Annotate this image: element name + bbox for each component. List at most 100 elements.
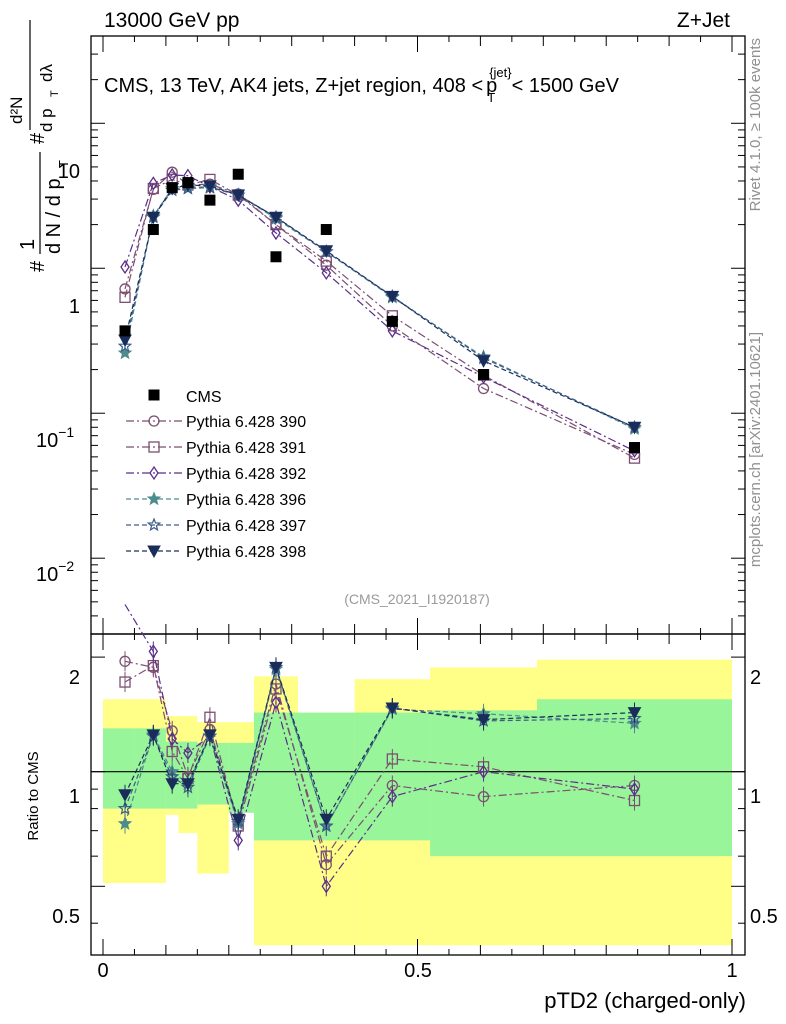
- legend-label-1: Pythia 6.428 391: [186, 440, 306, 457]
- ratio-axis-label: Ratio to CMS: [25, 751, 42, 840]
- data-point-cms: [119, 325, 131, 337]
- series-line-1: [124, 178, 635, 459]
- xtick-0: 0: [97, 960, 108, 982]
- ratio-tick-1-right: 1: [750, 786, 761, 808]
- ratio-0-point: [119, 655, 131, 667]
- data-point-cms: [629, 442, 641, 454]
- main-panel-series: [117, 166, 642, 464]
- side-text-mcplots: mcplots.cern.ch [arXiv:2401.10621]: [747, 332, 764, 567]
- data-point-cms: [147, 224, 159, 236]
- series-5-point: [627, 421, 642, 435]
- data-point-cms: [204, 194, 216, 206]
- legend-marker-2: [149, 465, 159, 481]
- ytick-10: 10: [58, 161, 80, 183]
- legend-label-5: Pythia 6.428 398: [186, 544, 306, 561]
- ratio-2-point: [321, 879, 332, 894]
- legend-marker-1: [148, 441, 160, 453]
- ratio-line-1: [124, 664, 635, 858]
- series-1-point: [628, 452, 641, 464]
- legend: CMS Pythia 6.428 390 Pythia 6.428 391 Pythi…: [126, 389, 306, 561]
- ratio-2-point: [629, 781, 640, 797]
- series-5-point: [385, 290, 400, 304]
- legend-marker-4: [146, 517, 162, 532]
- series-line-2: [124, 174, 635, 452]
- svg-text:T: T: [49, 90, 61, 97]
- svg-text:d N / d p: d N / d p: [43, 178, 65, 254]
- ratio-2-point: [183, 745, 193, 761]
- data-point-cms: [270, 251, 282, 263]
- band-green-0: [103, 728, 135, 809]
- series-2-point: [148, 176, 159, 191]
- band-green-6: [253, 712, 298, 841]
- ratio-3-point: [117, 816, 133, 830]
- xtick-1: 1: [726, 960, 737, 982]
- ratio-5-point: [165, 778, 180, 791]
- data-point-cms: [478, 368, 490, 380]
- ratio-5-point: [203, 729, 217, 742]
- analysis-watermark: (CMS_2021_I1920187): [344, 591, 490, 607]
- series-2-point: [387, 323, 398, 339]
- band-green-9: [430, 710, 538, 857]
- header-right: Z+Jet: [677, 9, 730, 32]
- legend-label-3: Pythia 6.428 396: [186, 492, 306, 509]
- legend-label-2: Pythia 6.428 392: [186, 466, 306, 483]
- series-0-point: [166, 166, 178, 178]
- ratio-2-point: [233, 833, 244, 848]
- ratio-5-point: [118, 789, 132, 802]
- legend-label-4: Pythia 6.428 397: [186, 518, 306, 535]
- series-2-point: [321, 265, 332, 280]
- svg-text:1: 1: [17, 239, 39, 250]
- legend-label-0: Pythia 6.428 390: [186, 414, 306, 431]
- series-2-point: [120, 259, 130, 275]
- ratio-2-point: [478, 764, 489, 779]
- ratio-5-point: [181, 778, 195, 791]
- ratio-5-point: [319, 813, 334, 827]
- ratio-panel-series: [117, 604, 642, 897]
- ratio-1-point: [204, 711, 216, 723]
- svg-text:#: #: [27, 132, 49, 144]
- series-line-0: [124, 171, 635, 455]
- series-3-point: [117, 345, 133, 360]
- ratio-tick-2-right: 2: [750, 667, 761, 689]
- svg-text:T: T: [56, 160, 71, 168]
- ratio-2-point: [167, 731, 177, 747]
- data-point-cms: [182, 177, 194, 189]
- ratio-2-point: [148, 644, 159, 659]
- ratio-5-point: [146, 729, 161, 742]
- series-4-point: [117, 338, 133, 353]
- ytick-0.01: 10−2: [36, 558, 74, 586]
- series-5-point: [146, 211, 161, 225]
- ratio-1-point: [386, 753, 398, 765]
- series-5-point: [231, 189, 246, 203]
- ratio-5-point: [231, 813, 246, 827]
- ratio-5-point: [476, 714, 491, 727]
- side-text-rivet: Rivet 4.1.0, ≥ 100k events: [747, 38, 764, 211]
- series-5-point: [203, 180, 217, 193]
- series-5-point: [269, 211, 283, 225]
- series-1-point: [147, 182, 159, 195]
- ratio-1-point: [320, 850, 332, 862]
- legend-marker-5: [147, 545, 161, 559]
- ratio-0-point: [477, 790, 490, 803]
- legend-marker-3: [146, 491, 162, 506]
- data-point-cms: [386, 315, 398, 327]
- uncertainty-bands: [103, 659, 732, 946]
- data-point-cms: [232, 168, 244, 180]
- svg-text:#: #: [27, 260, 49, 272]
- y-axis-label: # 1 d N / d p T # d²N d p T dλ: [7, 20, 71, 272]
- axes: [90, 35, 746, 956]
- legend-label-cms: CMS: [186, 389, 222, 406]
- series-0-point: [119, 283, 131, 295]
- svg-text:d²N: d²N: [7, 97, 26, 124]
- legend-marker-cms: [148, 389, 160, 401]
- header-left: 13000 GeV pp: [104, 9, 239, 32]
- ratio-4-point: [117, 800, 133, 815]
- series-1-point: [119, 291, 131, 303]
- series-5-point: [476, 355, 491, 368]
- series-5-point: [319, 245, 334, 258]
- svg-text:d p: d p: [37, 108, 56, 132]
- ratio-line-2: [124, 604, 635, 888]
- ytick-1: 1: [69, 296, 80, 318]
- data-point-cms: [320, 224, 332, 236]
